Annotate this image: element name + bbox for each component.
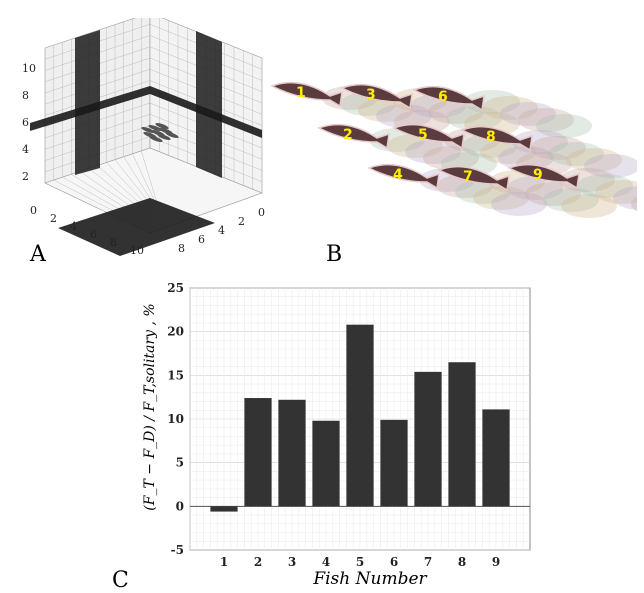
wake-vortex	[498, 146, 554, 170]
x-tick-label: 6	[90, 228, 97, 241]
fish-body: 2	[317, 123, 390, 150]
fish-school	[141, 122, 179, 143]
x-tick-label: 8	[110, 236, 117, 249]
fish-number-label: 8	[486, 129, 496, 145]
y-tick-label: 5	[176, 456, 184, 470]
bar-fish-7	[414, 371, 442, 507]
wake-vortex	[595, 180, 637, 204]
y-axis-label: (F_T − F_D) / F_T,solitary , %	[142, 303, 158, 510]
y-tick-label: 8	[178, 242, 185, 255]
fish-body: 9	[507, 163, 580, 190]
panel-label-c: C	[112, 568, 129, 593]
y-tick-label: -5	[171, 543, 184, 557]
x-tick-label: 1	[220, 555, 228, 569]
fish-number-label: 6	[438, 89, 448, 105]
y-tick-label: 4	[218, 224, 225, 237]
wake-vortex	[491, 192, 547, 216]
wake-vortex	[376, 104, 432, 128]
fish-body: 1	[270, 81, 343, 108]
fish-body: 6	[412, 85, 485, 112]
x-tick-label: 9	[492, 555, 500, 569]
y-tick-label: 25	[167, 281, 184, 295]
wake-vortex	[455, 180, 511, 204]
vertical-plane-right	[196, 31, 222, 178]
x-tick-label: 4	[322, 555, 330, 569]
wake-vortex	[577, 174, 633, 198]
wake-vortex	[423, 146, 479, 170]
fish-school-render: 1 2 3 4 5 6 7 8 9	[270, 81, 637, 218]
bar-chart: -5 0 5 10 15 20 25 1 2 3 4 5 6 7 8 9 Fish Number (F_T …	[142, 281, 531, 589]
y-tick-label: 15	[167, 368, 184, 382]
x-tick-label: 8	[458, 555, 466, 569]
x-tick-label: 0	[30, 204, 37, 217]
fish-body: 4	[367, 163, 440, 190]
fish-number-label: 4	[393, 167, 403, 183]
panel-label-a: A	[30, 242, 46, 267]
bar-fish-5	[346, 324, 374, 507]
wake-vortex	[543, 188, 599, 212]
wake-vortex	[613, 186, 637, 210]
wake-vortex	[518, 108, 574, 132]
bar-fish-1	[210, 506, 238, 512]
y-tick-label: 20	[167, 325, 184, 339]
fish-number-label: 1	[296, 85, 306, 101]
wake-vortex	[631, 196, 637, 212]
x-tick-label: 10	[130, 244, 144, 257]
fish-number-label: 7	[463, 169, 473, 185]
bar-fish-6	[380, 419, 408, 507]
horizontal-plane	[30, 86, 262, 138]
bar-fish-3	[278, 399, 306, 507]
x-tick-label: 4	[70, 220, 77, 233]
bar-fish-4	[312, 420, 340, 507]
x-tick-label: 3	[288, 555, 296, 569]
z-tick-label: 10	[22, 62, 36, 75]
fish-number-label: 3	[366, 87, 376, 103]
wake-vortex	[500, 102, 556, 126]
wake-vortex	[584, 154, 637, 178]
wake-vortex	[428, 100, 484, 124]
y-tick-label: 0	[258, 206, 265, 219]
wake-vortex	[525, 182, 581, 206]
fish-body: 8	[460, 125, 533, 152]
wake-vortex	[473, 186, 529, 210]
wake-vortex	[358, 98, 414, 122]
wake-vortex	[566, 148, 622, 172]
x-tick-label: 5	[356, 555, 364, 569]
y-tick-label: 6	[198, 233, 205, 246]
fish-body: 7	[437, 165, 510, 192]
wake-vortex	[482, 96, 538, 120]
floor-plane	[58, 198, 215, 256]
wake-vortex	[446, 106, 502, 130]
bar-fish-9	[482, 409, 510, 507]
y-tick-label: 10	[167, 412, 184, 426]
x-tick-label: 6	[390, 555, 398, 569]
panel-label-b: B	[326, 242, 343, 267]
z-tick-label: 8	[22, 89, 29, 102]
vertical-plane-left	[75, 30, 100, 175]
fish-body: 3	[340, 83, 413, 110]
fish-number-label: 2	[343, 127, 353, 143]
bar-fish-2	[244, 398, 272, 507]
wake-vortex	[530, 136, 586, 160]
x-tick-label: 2	[50, 212, 57, 225]
z-tick-label: 6	[22, 116, 29, 129]
z-tick-label: 2	[22, 170, 29, 183]
wake-vortex	[536, 114, 592, 138]
y-tick-label: 2	[238, 215, 245, 228]
x-tick-label: 7	[424, 555, 432, 569]
wake-vortex	[405, 140, 461, 164]
fish-number-label: 5	[418, 127, 428, 143]
wake-vortex	[507, 176, 563, 200]
x-tick-label: 2	[254, 555, 262, 569]
wake-vortex	[561, 194, 617, 218]
x-axis-label: Fish Number	[312, 569, 427, 589]
bar-fish-8	[448, 362, 476, 507]
wake-vortex	[548, 142, 604, 166]
fish-number-label: 9	[533, 167, 543, 183]
fish-body: 5	[392, 123, 465, 150]
z-tick-label: 4	[22, 143, 29, 156]
y-tick-label: 0	[176, 499, 184, 513]
